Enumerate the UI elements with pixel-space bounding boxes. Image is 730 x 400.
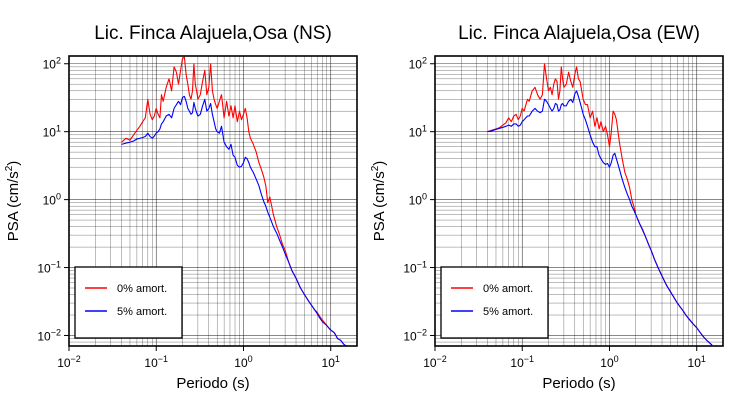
- chart-panel-1: 10−2 10−1 100 101 10−2 10−1 100 101 102 Lic. Finc…: [4, 23, 358, 392]
- legend: 0% amort. 5% amort.: [74, 266, 183, 339]
- y-tick-label: 100: [43, 192, 61, 208]
- series-line-blue: [121, 95, 347, 347]
- y-tick-label: 102: [43, 56, 61, 72]
- y-tick-label: 10−1: [403, 260, 427, 276]
- plot-frame: [68, 55, 358, 347]
- y-tick-label: 10−2: [37, 327, 61, 343]
- x-tick-label: 10−1: [144, 354, 168, 370]
- legend-label: 0% amort.: [117, 283, 167, 295]
- legend-label: 5% amort.: [117, 306, 167, 318]
- x-tick-label: 100: [600, 354, 618, 370]
- y-tick-label: 102: [409, 56, 427, 72]
- series-line-blue: [487, 90, 713, 346]
- legend: 0% amort. 5% amort.: [440, 266, 549, 339]
- legend-box: [440, 266, 549, 339]
- x-tick-label: 10−1: [510, 354, 534, 370]
- chart-title: Lic. Finca Alajuela,Osa (EW): [458, 23, 700, 44]
- legend-box: [74, 266, 183, 339]
- x-tick-label: 101: [688, 354, 706, 370]
- legend-label: 0% amort.: [483, 283, 533, 295]
- grid: [68, 56, 358, 347]
- chart-panel-2: 10−2 10−1 100 101 10−2 10−1 100 101 102 Lic. Finc…: [370, 23, 724, 392]
- x-tick-label: 101: [322, 354, 340, 370]
- y-tick-label: 101: [409, 124, 427, 140]
- y-tick-label: 10−1: [37, 260, 61, 276]
- x-tick-label: 10−2: [57, 354, 81, 370]
- x-axis-label: Periodo (s): [176, 375, 249, 392]
- x-axis-label: Periodo (s): [542, 375, 615, 392]
- y-tick-label: 100: [409, 192, 427, 208]
- y-axis-label: PSA (cm/s2): [4, 161, 22, 242]
- y-tick-label: 101: [43, 124, 61, 140]
- y-tick-label: 10−2: [403, 327, 427, 343]
- legend-label: 5% amort.: [483, 306, 533, 318]
- x-tick-label: 100: [234, 354, 252, 370]
- chart-title: Lic. Finca Alajuela,Osa (NS): [94, 23, 332, 44]
- y-axis-label: PSA (cm/s2): [370, 161, 388, 242]
- plot-frame: [434, 55, 724, 347]
- x-tick-label: 10−2: [423, 354, 447, 370]
